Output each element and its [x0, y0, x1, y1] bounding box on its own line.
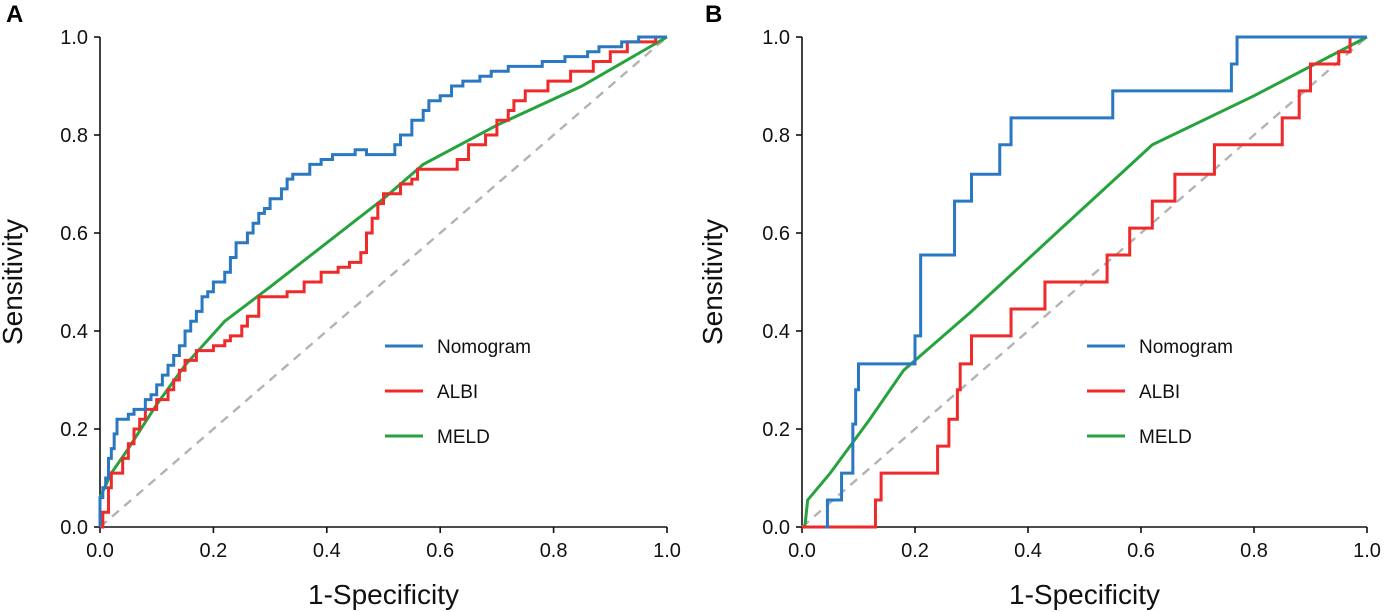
- x-tick-label: 0.8: [1240, 540, 1268, 562]
- y-tick-label: 0.0: [60, 517, 88, 539]
- y-tick-label: 0.8: [60, 125, 88, 147]
- x-tick-label: 0.0: [86, 540, 114, 562]
- panel-label: B: [705, 1, 722, 28]
- x-tick-label: 1.0: [1353, 540, 1381, 562]
- x-axis-label: 1-Specificity: [308, 579, 459, 610]
- y-tick-label: 0.4: [60, 321, 88, 343]
- legend-label-albi: ALBI: [1139, 382, 1180, 403]
- x-axis-label: 1-Specificity: [1009, 579, 1160, 610]
- x-tick-label: 0.6: [1127, 540, 1155, 562]
- series-line-albi: [802, 35, 1367, 529]
- y-tick-label: 0.8: [762, 125, 790, 147]
- y-tick-label: 0.2: [762, 419, 790, 441]
- y-tick-label: 1.0: [60, 27, 88, 49]
- x-tick-label: 0.6: [426, 540, 454, 562]
- panel-a: A 0.0 0.2 0.4 0.6 0.8 1.0 0.0 0.2 0.4 0.6 0.8 1.0 1-S…: [0, 1, 681, 610]
- legend-label-albi: ALBI: [437, 382, 478, 403]
- x-tick-label: 0.0: [788, 540, 816, 562]
- reference-diagonal-line: [99, 36, 668, 528]
- panel-label: A: [6, 1, 23, 28]
- legend-label-nomogram: Nomogram: [437, 337, 531, 358]
- x-tick-label: 0.4: [1014, 540, 1042, 562]
- x-tick-label: 0.4: [313, 540, 341, 562]
- x-tick-label: 0.2: [199, 540, 227, 562]
- panel-b: B 0.0 0.2 0.4 0.6 0.8 1.0 0.0 0.2 0.4 0.6 0.8 1.0 1-S…: [697, 1, 1381, 610]
- y-tick-label: 0.2: [60, 419, 88, 441]
- series-line-nomogram: [824, 35, 1367, 529]
- y-tick-label: 0.0: [762, 517, 790, 539]
- x-tick-label: 0.8: [540, 540, 568, 562]
- y-tick-label: 0.6: [60, 223, 88, 245]
- y-tick-label: 0.4: [762, 321, 790, 343]
- series-line-nomogram: [98, 35, 667, 527]
- y-axis-label: Sensitivity: [0, 219, 28, 345]
- y-axis-label: Sensitivity: [697, 219, 728, 345]
- legend-label-meld: MELD: [437, 427, 490, 448]
- x-tick-label: 0.2: [901, 540, 929, 562]
- y-tick-label: 0.6: [762, 223, 790, 245]
- y-tick-label: 1.0: [762, 27, 790, 49]
- series-line-albi: [100, 35, 667, 529]
- series-line-meld: [803, 35, 1368, 528]
- legend-label-nomogram: Nomogram: [1139, 337, 1233, 358]
- series-line-meld: [98, 35, 668, 499]
- legend-label-meld: MELD: [1139, 427, 1192, 448]
- x-tick-label: 1.0: [653, 540, 681, 562]
